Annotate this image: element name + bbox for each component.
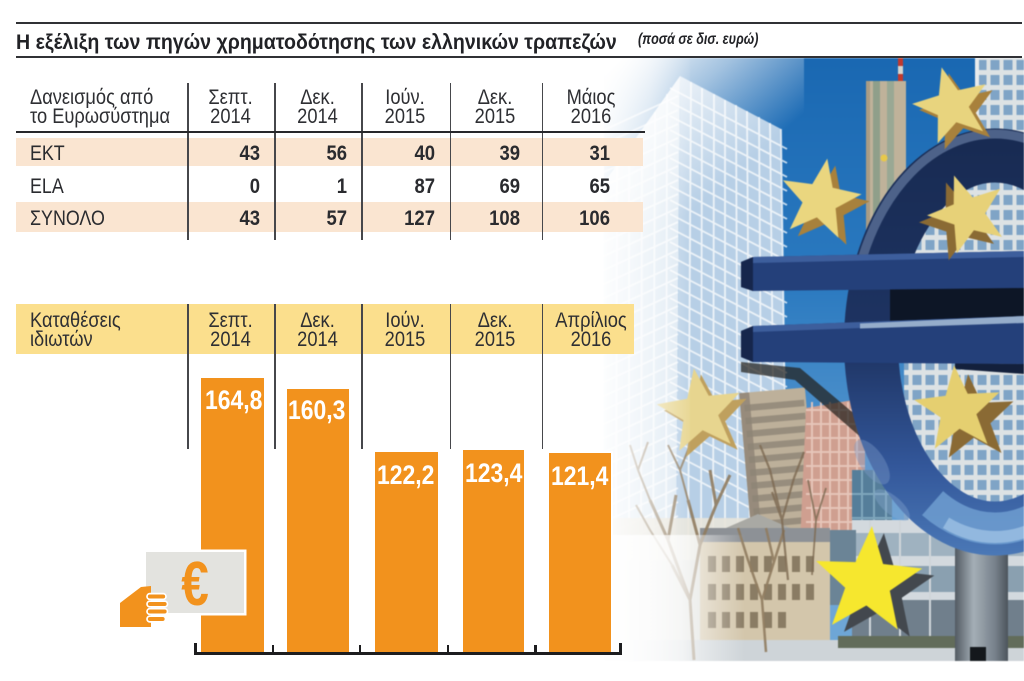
svg-text:€: € (181, 549, 209, 619)
